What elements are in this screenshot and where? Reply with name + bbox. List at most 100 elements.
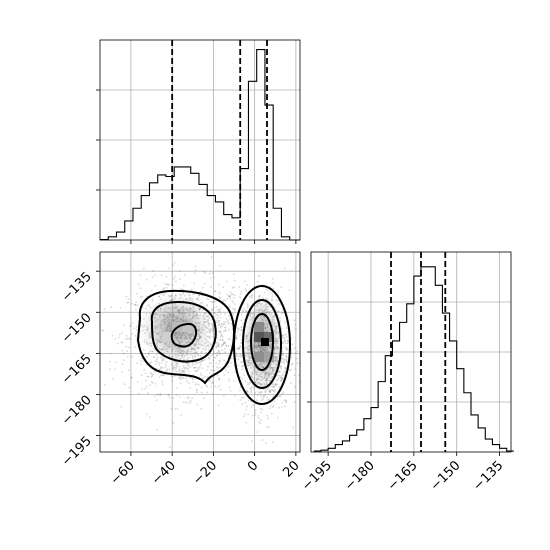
scatter-point <box>145 363 148 366</box>
scatter-point <box>152 270 154 272</box>
scatter-point <box>208 346 211 349</box>
scatter-point <box>144 372 147 375</box>
scatter-point <box>210 382 213 385</box>
scatter-point <box>184 274 186 276</box>
scatter-point <box>167 267 170 270</box>
scatter-point <box>281 377 284 380</box>
scatter-point <box>285 359 288 362</box>
scatter-point <box>250 387 253 389</box>
scatter-point <box>245 408 248 411</box>
scatter-point <box>136 362 139 364</box>
scatter-point <box>197 362 200 365</box>
x-tick-label: −20 <box>190 458 220 488</box>
scatter-point <box>154 363 157 365</box>
scatter-point <box>216 308 219 311</box>
scatter-point <box>260 411 262 414</box>
scatter-point <box>210 386 213 388</box>
scatter-point <box>102 329 104 332</box>
scatter-point <box>272 389 275 392</box>
scatter-point <box>219 325 222 327</box>
scatter-point <box>186 380 189 383</box>
scatter-point <box>272 395 275 398</box>
scatter-point <box>197 294 200 297</box>
scatter-point <box>186 396 189 399</box>
scatter-point <box>271 295 273 298</box>
scatter-point <box>176 407 179 410</box>
scatter-point <box>206 369 208 371</box>
scatter-point <box>219 317 222 319</box>
scatter-point <box>174 275 176 278</box>
scatter-point <box>173 261 176 264</box>
x-tick-label: −180 <box>342 458 378 494</box>
scatter-point <box>171 380 174 382</box>
scatter-point <box>249 387 252 390</box>
scatter-point <box>220 307 222 309</box>
scatter-point <box>165 368 168 371</box>
x-tick-label: −40 <box>149 458 179 488</box>
scatter-point <box>154 382 157 385</box>
scatter-point <box>162 288 165 291</box>
scatter-point <box>209 344 212 347</box>
scatter-point <box>258 392 261 395</box>
scatter-point <box>213 332 216 335</box>
scatter-point <box>202 286 204 289</box>
scatter-point <box>267 417 269 420</box>
scatter-point <box>206 297 209 300</box>
scatter-point <box>210 301 213 303</box>
scatter-point <box>137 304 139 307</box>
x-tick-label: −150 <box>428 458 464 494</box>
scatter-point <box>269 291 272 294</box>
scatter-point <box>229 338 232 341</box>
scatter-point <box>187 370 190 372</box>
scatter-point <box>285 401 288 403</box>
scatter-point <box>172 422 175 424</box>
scatter-point <box>241 403 244 405</box>
scatter-point <box>257 417 260 420</box>
param2-histogram-x-ticks: −195 −180 −165 −150 −135 <box>299 452 506 494</box>
scatter-point <box>239 399 242 401</box>
scatter-point <box>269 242 271 244</box>
scatter-point <box>274 384 276 386</box>
scatter-point <box>235 335 238 337</box>
param2-histogram-y-ticks <box>307 301 311 403</box>
scatter-point <box>128 386 131 389</box>
scatter-point <box>234 309 236 312</box>
scatter-point <box>274 389 276 391</box>
scatter-point <box>147 375 150 378</box>
scatter-point <box>125 334 128 337</box>
scatter-point <box>281 402 283 404</box>
scatter-point <box>223 341 226 344</box>
scatter-point <box>214 356 217 359</box>
scatter-point <box>214 300 217 303</box>
scatter-point <box>202 359 205 361</box>
scatter-point <box>225 345 228 347</box>
scatter-point <box>280 311 283 313</box>
scatter-point <box>220 322 223 325</box>
scatter-point <box>128 338 131 340</box>
scatter-point <box>146 385 148 388</box>
scatter-point <box>173 246 175 248</box>
scatter-point <box>221 339 224 341</box>
scatter-point <box>287 339 289 342</box>
scatter-point <box>121 363 124 365</box>
scatter-point <box>229 389 232 392</box>
scatter-point <box>212 353 215 356</box>
scatter-point <box>269 391 271 393</box>
scatter-point <box>155 399 158 401</box>
scatter-point <box>236 347 238 350</box>
scatter-point <box>250 391 253 394</box>
scatter-point <box>247 399 250 402</box>
scatter-point <box>209 354 212 357</box>
scatter-point <box>179 278 182 281</box>
scatter-point <box>214 290 217 293</box>
scatter-point <box>222 344 225 346</box>
scatter-point <box>156 393 158 396</box>
scatter-point <box>221 336 224 338</box>
scatter-point <box>236 327 239 329</box>
scatter-point <box>285 356 288 359</box>
scatter-point <box>198 366 201 368</box>
scatter-point <box>133 346 136 348</box>
scatter-point <box>242 311 245 313</box>
joint-contour-panel: −60 −40 −20 0 20 −135 −150 −165 −180 −195 <box>59 242 303 488</box>
scatter-point <box>189 376 192 379</box>
